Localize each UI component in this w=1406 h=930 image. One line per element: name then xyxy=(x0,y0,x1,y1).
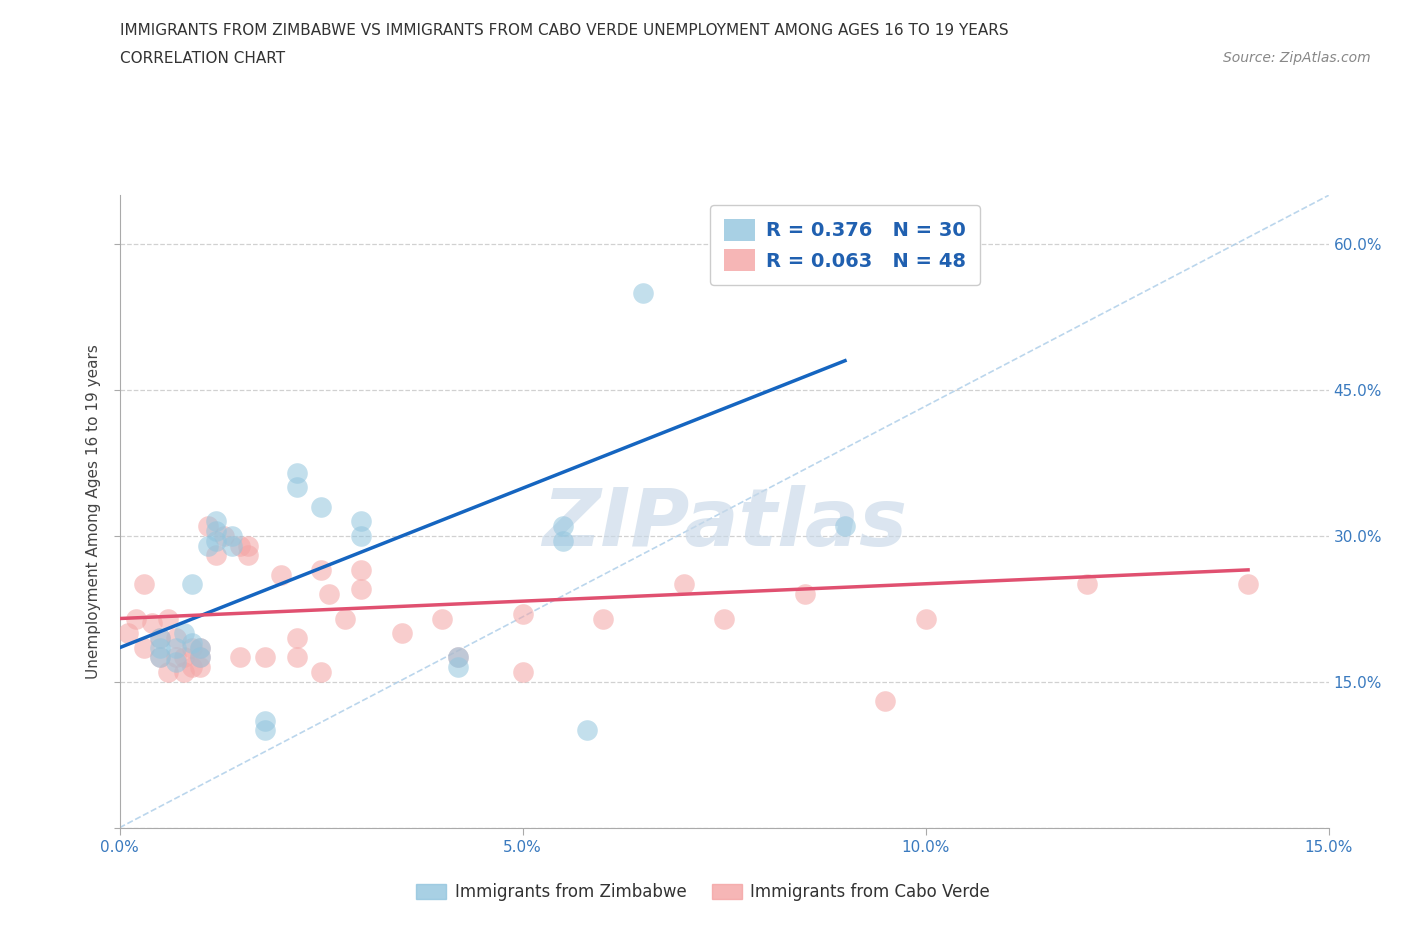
Point xyxy=(205,548,228,563)
Point xyxy=(197,538,219,553)
Point xyxy=(512,665,534,680)
Point xyxy=(285,650,308,665)
Point xyxy=(253,723,276,737)
Point xyxy=(350,563,373,578)
Point xyxy=(430,611,453,626)
Point xyxy=(1237,577,1260,591)
Point xyxy=(156,665,179,680)
Point xyxy=(197,519,219,534)
Point xyxy=(309,563,332,578)
Point xyxy=(238,538,260,553)
Point xyxy=(156,611,179,626)
Point xyxy=(335,611,357,626)
Point xyxy=(350,528,373,543)
Point xyxy=(834,519,856,534)
Point xyxy=(285,631,308,645)
Point xyxy=(350,513,373,528)
Point xyxy=(914,611,936,626)
Point xyxy=(117,626,139,641)
Point xyxy=(188,659,211,674)
Text: Source: ZipAtlas.com: Source: ZipAtlas.com xyxy=(1223,51,1371,65)
Point xyxy=(165,640,187,655)
Point xyxy=(165,631,187,645)
Y-axis label: Unemployment Among Ages 16 to 19 years: Unemployment Among Ages 16 to 19 years xyxy=(86,344,101,679)
Point xyxy=(447,659,470,674)
Point xyxy=(181,577,204,591)
Point xyxy=(173,626,195,641)
Point xyxy=(1076,577,1098,591)
Point xyxy=(447,650,470,665)
Point xyxy=(221,538,243,553)
Point xyxy=(149,650,172,665)
Point xyxy=(551,533,574,548)
Point xyxy=(205,524,228,538)
Point xyxy=(350,582,373,597)
Point xyxy=(875,694,897,709)
Point xyxy=(205,513,228,528)
Point xyxy=(205,533,228,548)
Point xyxy=(149,631,172,645)
Point xyxy=(447,650,470,665)
Point xyxy=(221,528,243,543)
Point xyxy=(124,611,146,626)
Point xyxy=(165,650,187,665)
Text: IMMIGRANTS FROM ZIMBABWE VS IMMIGRANTS FROM CABO VERDE UNEMPLOYMENT AMONG AGES 1: IMMIGRANTS FROM ZIMBABWE VS IMMIGRANTS F… xyxy=(120,23,1008,38)
Point xyxy=(238,548,260,563)
Point xyxy=(309,665,332,680)
Point xyxy=(229,538,252,553)
Point xyxy=(188,640,211,655)
Point xyxy=(285,465,308,480)
Point xyxy=(592,611,614,626)
Point xyxy=(188,640,211,655)
Point xyxy=(132,640,155,655)
Point xyxy=(149,650,172,665)
Text: CORRELATION CHART: CORRELATION CHART xyxy=(120,51,284,66)
Point xyxy=(309,499,332,514)
Point xyxy=(253,713,276,728)
Point xyxy=(285,480,308,495)
Point xyxy=(181,659,204,674)
Point xyxy=(253,650,276,665)
Point xyxy=(214,528,236,543)
Point xyxy=(576,723,599,737)
Point xyxy=(188,650,211,665)
Point xyxy=(173,665,195,680)
Point xyxy=(713,611,735,626)
Point xyxy=(181,640,204,655)
Point xyxy=(672,577,695,591)
Legend: Immigrants from Zimbabwe, Immigrants from Cabo Verde: Immigrants from Zimbabwe, Immigrants fro… xyxy=(409,876,997,908)
Point xyxy=(391,626,413,641)
Point xyxy=(141,616,163,631)
Point xyxy=(165,655,187,670)
Point xyxy=(173,650,195,665)
Point xyxy=(633,286,655,300)
Point xyxy=(132,577,155,591)
Point xyxy=(188,650,211,665)
Point xyxy=(149,631,172,645)
Point xyxy=(149,640,172,655)
Point xyxy=(229,650,252,665)
Point xyxy=(181,635,204,650)
Point xyxy=(318,587,340,602)
Point xyxy=(512,606,534,621)
Point xyxy=(551,519,574,534)
Point xyxy=(793,587,815,602)
Point xyxy=(270,567,292,582)
Legend: R = 0.376   N = 30, R = 0.063   N = 48: R = 0.376 N = 30, R = 0.063 N = 48 xyxy=(710,205,980,285)
Text: ZIPatlas: ZIPatlas xyxy=(541,485,907,564)
